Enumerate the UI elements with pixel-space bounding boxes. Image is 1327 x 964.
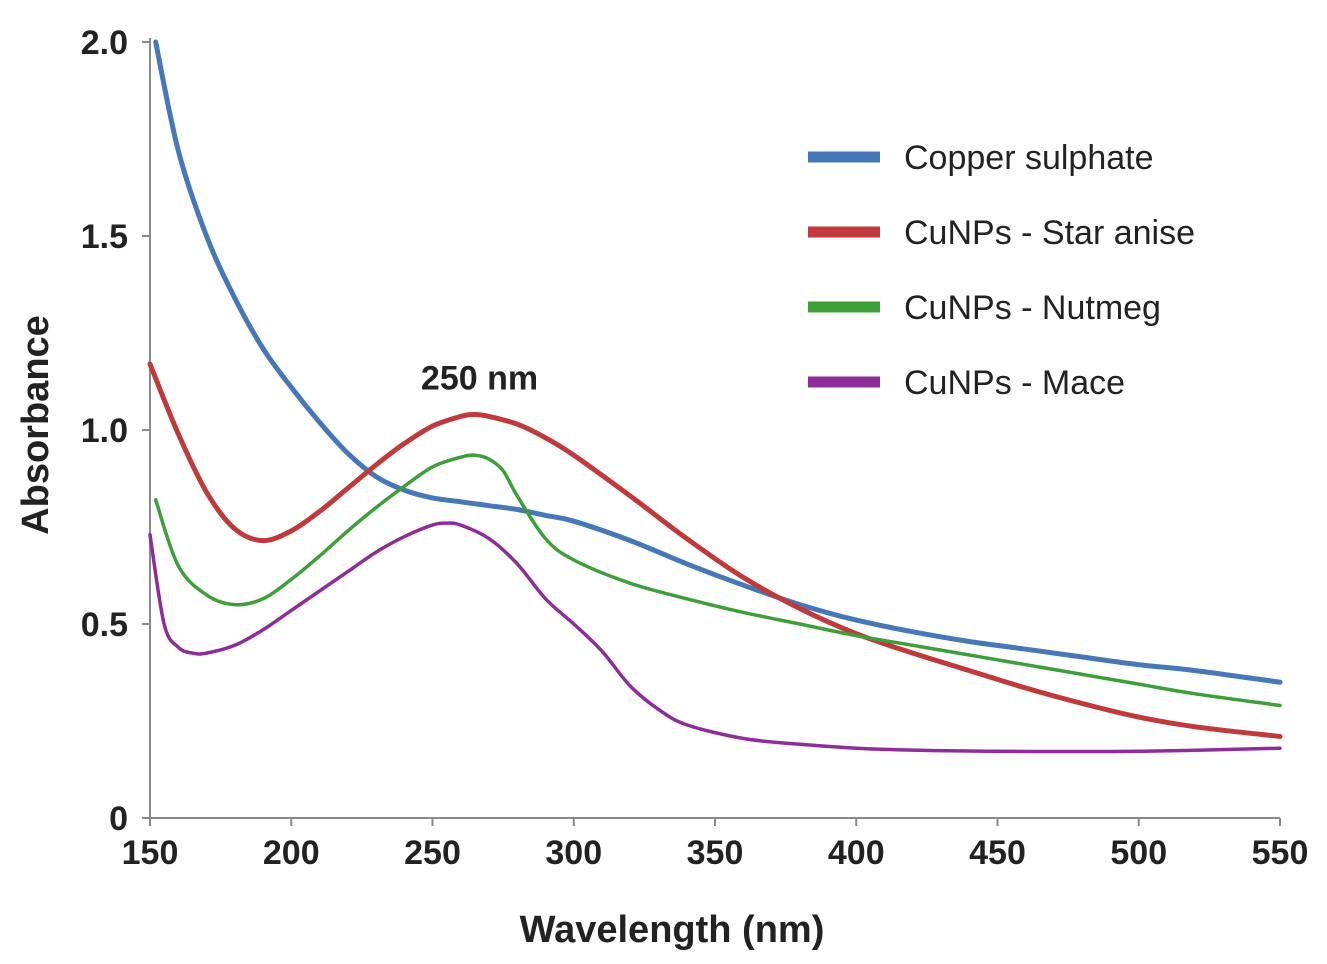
x-tick-label: 550	[1252, 834, 1309, 872]
y-tick-label: 1.5	[81, 218, 128, 256]
y-tick-label: 2.0	[81, 24, 128, 62]
peak-annotation: 250 nm	[421, 359, 538, 397]
series-line-cunps-star-anise	[147, 361, 1283, 739]
legend-label: CuNPs - Star anise	[904, 214, 1195, 252]
x-tick-label: 400	[828, 834, 885, 872]
axes	[142, 38, 1281, 826]
x-tick-label: 450	[969, 834, 1026, 872]
legend-label: CuNPs - Nutmeg	[904, 289, 1161, 327]
series-lines	[147, 39, 1283, 754]
x-tick-label: 250	[404, 834, 461, 872]
legend-label: CuNPs - Mace	[904, 364, 1125, 402]
y-axis-title: Absorbance	[15, 315, 57, 535]
x-tick-label: 200	[263, 834, 320, 872]
tick-labels: 150 200 250 300 350 400 450 500 550 0 0.5 1.0 1.5 2.0	[81, 24, 1309, 872]
series-line-cunps-mace	[148, 521, 1282, 754]
y-tick-label: 0	[109, 800, 128, 838]
series-line-cunps-nutmeg	[153, 453, 1282, 708]
x-axis-title: Wavelength (nm)	[520, 909, 825, 951]
y-tick-label: 0.5	[81, 606, 128, 644]
legend-label: Copper sulphate	[904, 139, 1154, 177]
x-tick-label: 300	[545, 834, 602, 872]
x-tick-label: 150	[122, 834, 179, 872]
y-tick-label: 1.0	[81, 412, 128, 450]
x-tick-label: 500	[1110, 834, 1167, 872]
legend: Copper sulphate CuNPs - Star anise CuNPs -…	[808, 139, 1195, 402]
x-tick-label: 350	[687, 834, 744, 872]
